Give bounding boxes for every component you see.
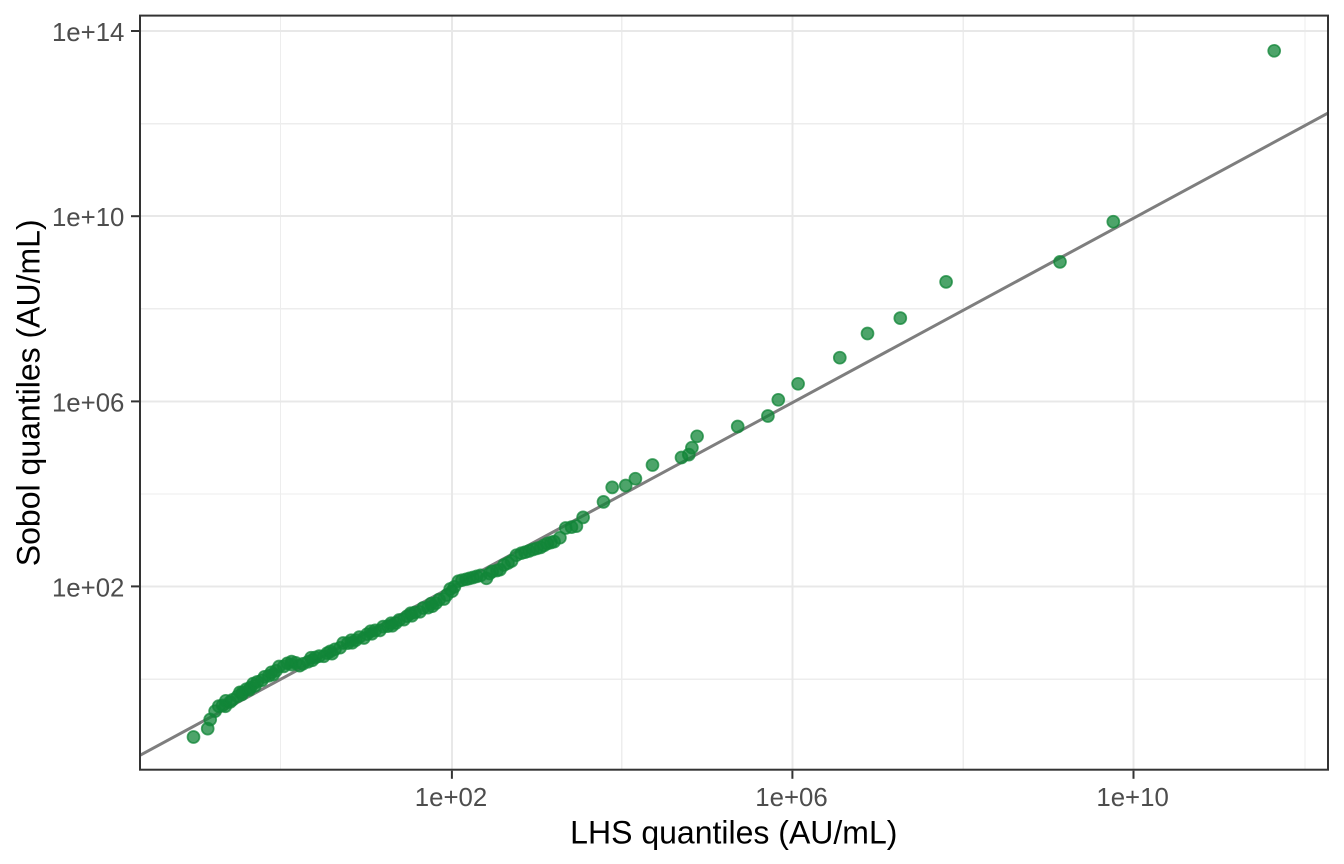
svg-text:1e+02: 1e+02: [415, 784, 487, 812]
svg-text:Sobol quantiles (AU/mL): Sobol quantiles (AU/mL): [11, 219, 47, 566]
svg-text:1e+06: 1e+06: [755, 784, 827, 812]
svg-text:1e+10: 1e+10: [1096, 784, 1168, 812]
svg-text:1e+10: 1e+10: [52, 204, 124, 232]
svg-text:1e+06: 1e+06: [52, 389, 124, 417]
svg-text:LHS quantiles (AU/mL): LHS quantiles (AU/mL): [570, 814, 897, 850]
svg-text:1e+14: 1e+14: [52, 19, 124, 47]
svg-text:1e+02: 1e+02: [52, 574, 124, 602]
